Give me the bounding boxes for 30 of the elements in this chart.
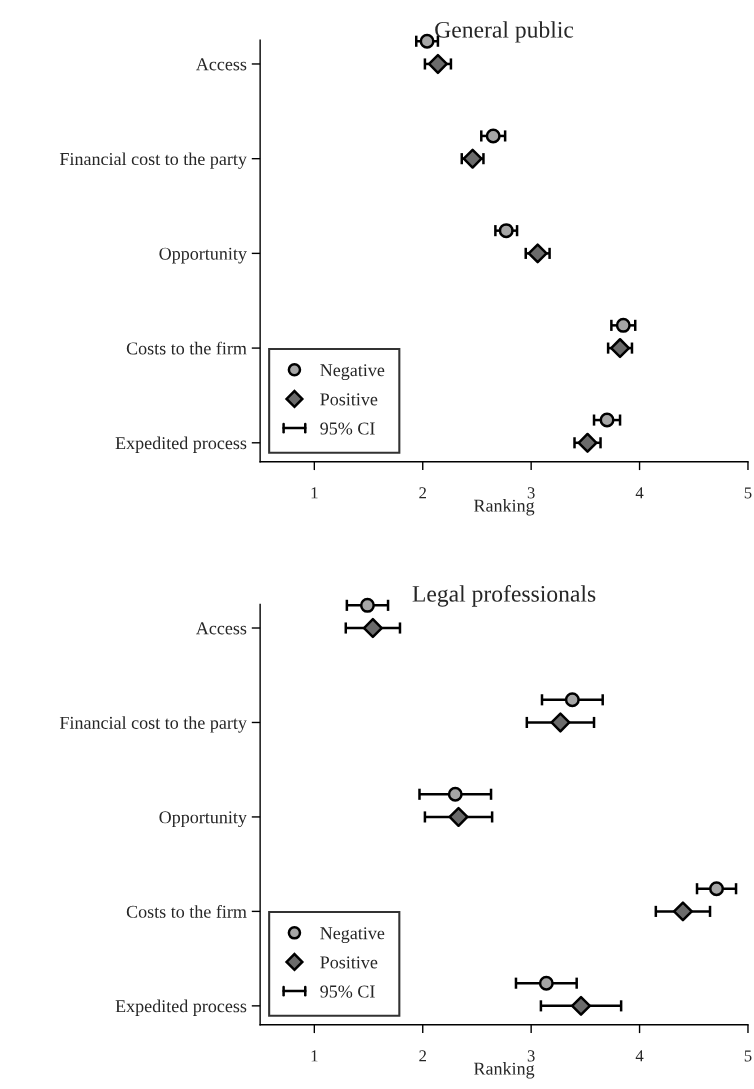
x-axis-title: Ranking bbox=[473, 1062, 535, 1079]
chart-title: General public bbox=[435, 21, 574, 43]
x-tick-label: 4 bbox=[635, 1050, 644, 1062]
annotation: 95% CI bbox=[320, 422, 375, 435]
x-tick-label: 1 bbox=[311, 487, 318, 499]
legend-label: Negative bbox=[320, 927, 385, 944]
x-tick-label: 1 bbox=[311, 1050, 318, 1062]
y-tick-label: Costs to the firm bbox=[126, 341, 247, 355]
legend-label: Positive bbox=[320, 393, 378, 406]
y-tick-label: Financial cost to the party bbox=[59, 716, 247, 733]
y-tick-label: Access bbox=[195, 622, 247, 635]
y-tick-label: Access bbox=[195, 58, 247, 71]
y-tick-label: Opportunity bbox=[159, 811, 247, 828]
y-tick-label: Expedited process bbox=[115, 436, 247, 453]
chart-title: Legal professionals bbox=[412, 584, 596, 607]
x-tick-label: 2 bbox=[419, 487, 426, 499]
annotation: 95% CI bbox=[320, 985, 375, 998]
x-axis-title: Ranking bbox=[473, 499, 535, 516]
y-tick-label: Financial cost to the party bbox=[59, 152, 247, 169]
x-tick-label: 5 bbox=[744, 1050, 752, 1062]
x-tick-label: 4 bbox=[635, 487, 644, 499]
legend-label: Positive bbox=[320, 956, 378, 969]
y-tick-label: Opportunity bbox=[159, 247, 247, 264]
x-tick-label: 3 bbox=[527, 487, 535, 499]
legend-label: Negative bbox=[320, 364, 385, 381]
y-tick-label: Costs to the firm bbox=[126, 904, 247, 918]
x-tick-label: 3 bbox=[527, 1050, 535, 1062]
y-tick-label: Expedited process bbox=[115, 999, 247, 1016]
x-tick-label: 2 bbox=[419, 1050, 426, 1062]
x-tick-label: 5 bbox=[744, 487, 752, 499]
